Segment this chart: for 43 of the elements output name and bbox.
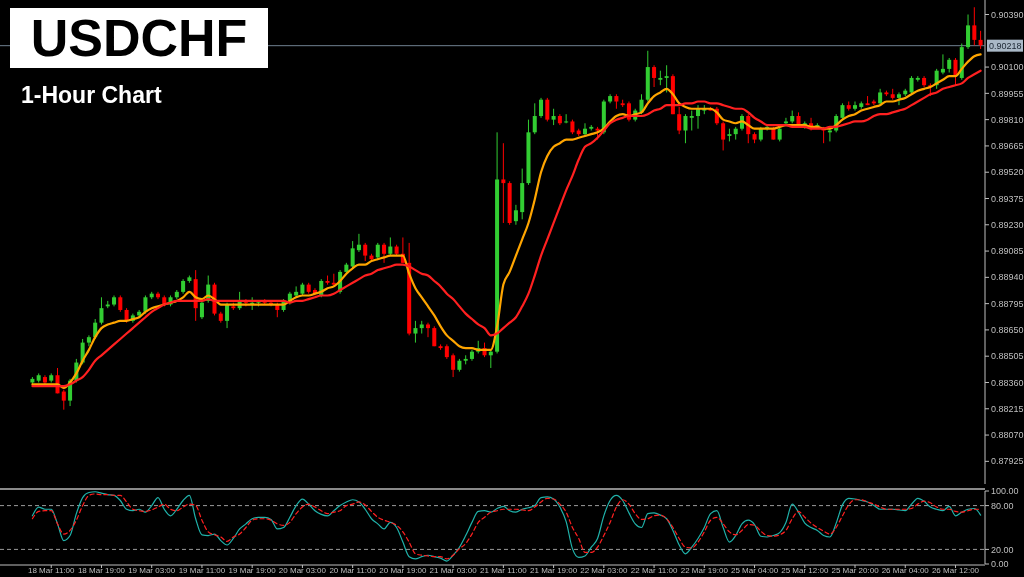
y-tick-label: 0.88940 — [991, 272, 1024, 283]
x-tick-label: 20 Mar 11:00 — [329, 566, 377, 575]
x-tick-label: 19 Mar 11:00 — [178, 566, 226, 575]
y-tick-label: 0.87925 — [991, 456, 1024, 467]
x-tick-label: 21 Mar 11:00 — [480, 566, 528, 575]
y-tick-label: 0.88070 — [991, 430, 1024, 441]
x-tick-label: 21 Mar 03:00 — [429, 566, 478, 575]
chart-title: USDCHF — [30, 9, 248, 67]
x-tick-label: 25 Mar 20:00 — [831, 566, 880, 575]
x-tick-label: 19 Mar 03:00 — [128, 566, 176, 575]
y-tick-label: 0.89955 — [991, 88, 1024, 99]
x-tick-label: 20 Mar 19:00 — [379, 566, 428, 575]
y-tick-label: 0.88360 — [991, 377, 1024, 388]
y-tick-label: 0.89810 — [991, 114, 1024, 125]
y-tick-label: 0.88795 — [991, 298, 1024, 309]
x-tick-label: 22 Mar 19:00 — [680, 566, 729, 575]
y-tick-label: 0.89375 — [991, 193, 1024, 204]
y-tick-label: 20.00 — [991, 544, 1014, 555]
x-tick-label: 25 Mar 04:00 — [730, 566, 779, 575]
x-tick-label: 26 Mar 04:00 — [881, 566, 930, 575]
x-tick-label: 18 Mar 19:00 — [77, 566, 126, 575]
y-tick-label: 0.89085 — [991, 246, 1024, 257]
y-tick-label: 0.88505 — [991, 351, 1024, 362]
x-tick-label: 21 Mar 19:00 — [530, 566, 578, 575]
ref-line-label: 0.90218 — [989, 40, 1022, 51]
y-tick-label: 100.00 — [991, 486, 1019, 497]
y-tick-label: 0.89230 — [991, 219, 1024, 230]
y-tick-label: 0.89520 — [991, 167, 1024, 178]
x-tick-label: 25 Mar 12:00 — [781, 566, 829, 575]
text: 1-Hour Chart — [21, 82, 162, 108]
x-tick-label: 18 Mar 11:00 — [27, 566, 76, 575]
y-tick-label: 0.89665 — [991, 141, 1024, 152]
y-tick-label: 0.88215 — [991, 403, 1024, 414]
y-tick-label: 0.88650 — [991, 325, 1024, 336]
x-tick-label: 22 Mar 03:00 — [580, 566, 628, 575]
x-tick-label: 22 Mar 11:00 — [630, 566, 678, 575]
y-tick-label: 0.90100 — [991, 62, 1024, 73]
x-tick-label: 26 Mar 12:00 — [931, 566, 980, 575]
y-tick-label: 80.00 — [991, 500, 1014, 511]
x-tick-label: 19 Mar 19:00 — [228, 566, 277, 575]
y-tick-label: 0.00 — [991, 559, 1009, 570]
x-tick-label: 20 Mar 03:00 — [278, 566, 327, 575]
y-tick-label: 0.90390 — [991, 9, 1024, 20]
